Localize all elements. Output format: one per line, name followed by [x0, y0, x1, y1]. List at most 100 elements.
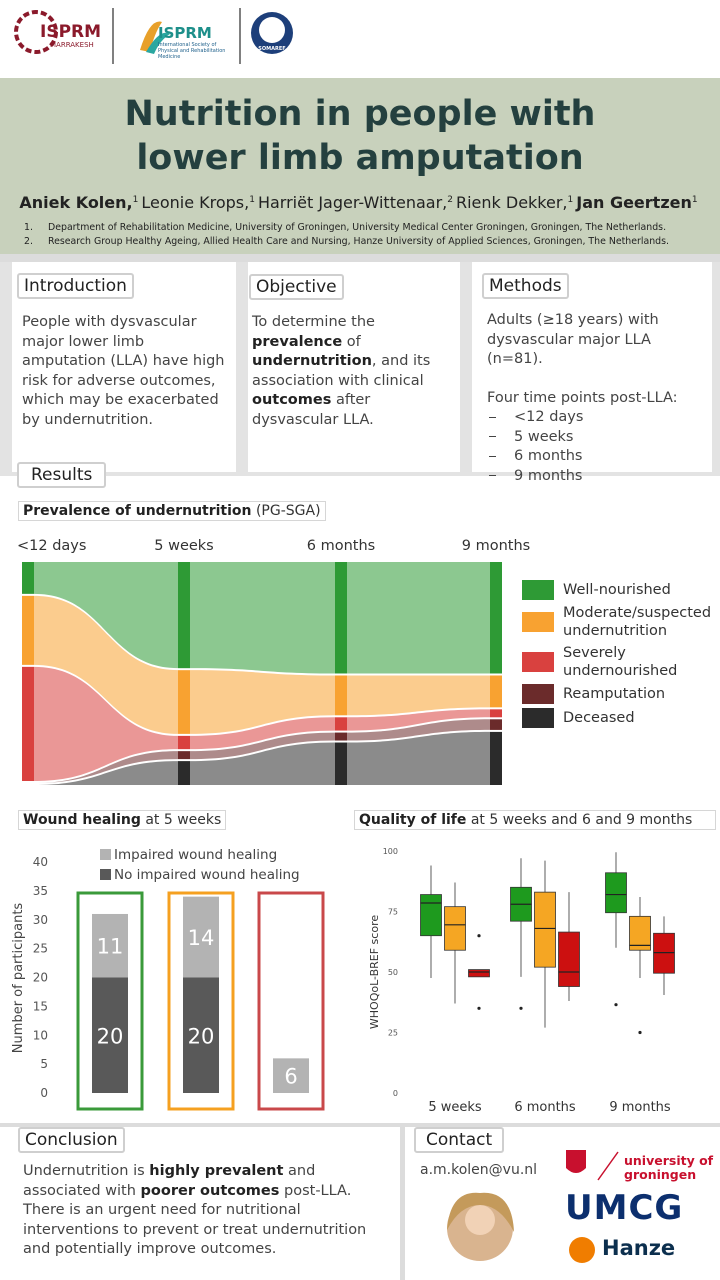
outlier: [477, 1006, 481, 1010]
author-name: Aniek Kolen,: [19, 193, 133, 212]
legend-item: Severely undernourished: [522, 644, 718, 680]
affiliation-number: 1.: [24, 222, 33, 233]
box: [468, 969, 490, 978]
sankey-flow: [34, 761, 178, 785]
group-frame: [257, 891, 325, 1111]
sankey-node: [178, 735, 190, 750]
y-tick-label: 25: [33, 942, 48, 956]
methods-text: Adults (≥18 years) with dysvascular majo…: [487, 311, 709, 486]
separator: [236, 262, 248, 472]
author-name: Leonie Krops,: [141, 193, 250, 212]
sankey-flow: [34, 595, 178, 734]
box: [629, 915, 651, 951]
legend-swatch: [100, 849, 111, 860]
text-segment: undernutrition: [252, 353, 372, 369]
sankey-node: [490, 562, 502, 674]
methods-item: 9 months: [487, 467, 709, 487]
outlier: [477, 934, 481, 938]
sankey-flow: [347, 675, 490, 716]
sankey-node: [490, 709, 502, 718]
stage-label: 5 weeks: [154, 538, 214, 554]
section-heading: Results: [17, 462, 107, 488]
legend-swatch: [522, 652, 554, 672]
data-label: 20: [97, 1024, 124, 1048]
y-tick-label: 100: [383, 847, 398, 856]
outlier: [638, 1030, 642, 1035]
y-tick-label: 30: [33, 913, 48, 927]
text-segment: Prevalence of undernutrition: [23, 503, 252, 519]
sankey-flow: [34, 666, 178, 781]
box: [558, 931, 580, 987]
sankey-node: [490, 719, 502, 730]
sankey-node: [178, 751, 190, 760]
author-affiliation: 1: [132, 194, 139, 205]
text-segment: (PG-SGA): [251, 503, 321, 519]
sankey-node: [335, 562, 347, 674]
y-tick-label: 20: [33, 971, 48, 985]
sankey-node: [22, 562, 34, 594]
legend-item: Deceased: [522, 708, 718, 728]
logo-text: ISPRM: [40, 22, 102, 42]
sankey-node: [490, 731, 502, 785]
methods-item-text: 6 months: [514, 448, 583, 464]
section-heading: Methods: [482, 273, 569, 299]
sankey-flow: [347, 562, 490, 674]
text-segment: Wound healing: [23, 812, 141, 828]
methods-item: 5 weeks: [487, 428, 709, 448]
x-tick-label: 9 months: [609, 1100, 671, 1115]
sankey-node: [335, 717, 347, 731]
text-segment: highly prevalent: [149, 1163, 284, 1179]
section-heading: Conclusion: [18, 1127, 125, 1153]
author-name: Jan Geertzen: [576, 193, 692, 212]
outlier: [519, 1006, 523, 1010]
box: [444, 906, 466, 951]
methods-item-text: 9 months: [514, 467, 583, 484]
contact-email: a.m.kolen@vu.nl: [420, 1162, 538, 1178]
poster-title: Nutrition in people with lower limb ampu…: [124, 94, 596, 178]
legend-label: Well-nourished: [563, 582, 671, 598]
data-label: 6: [284, 1065, 297, 1089]
chart-title: Quality of life at 5 weeks and 6 and 9 m…: [354, 810, 716, 830]
logo-text: SOMAREF: [258, 46, 286, 52]
text-segment: prevalence: [252, 333, 343, 350]
group-frame: [76, 891, 144, 1111]
sankey-flow: [347, 709, 490, 731]
data-label: 11: [97, 935, 124, 959]
bar-segment: [92, 977, 128, 1093]
logo-emblem: [140, 21, 162, 52]
sankey-flow: [347, 731, 490, 785]
legend-label: Impaired wound healing: [114, 847, 277, 863]
y-axis-label: WHOQoL-BREF score: [368, 915, 381, 1029]
sankey-node: [178, 761, 190, 785]
author-affiliation: 1: [691, 194, 698, 205]
text-segment: outcomes: [252, 392, 332, 408]
text-segment: , and its association with clinical: [252, 353, 431, 389]
sankey-flow: [347, 719, 490, 741]
sankey-flow: [34, 562, 178, 669]
legend-item: Reamputation: [522, 684, 718, 704]
box: [653, 932, 675, 974]
separator: [460, 262, 472, 472]
legend-item: Well-nourished: [522, 580, 718, 600]
methods-subheading: Four time points post-LLA:: [487, 389, 678, 406]
sankey-flow: [190, 670, 335, 734]
data-label: 14: [188, 926, 215, 950]
separator: [0, 472, 720, 476]
bullet: [489, 416, 496, 418]
separator: [712, 262, 720, 472]
stage-label: 6 months: [307, 538, 375, 554]
methods-item-text: 5 weeks: [514, 428, 574, 445]
legend-swatch: [100, 869, 111, 880]
box: [420, 894, 442, 937]
y-tick-label: 35: [33, 884, 48, 898]
affiliation-text: Research Group Healthy Ageing, Allied He…: [48, 236, 669, 247]
bullet: [489, 455, 496, 457]
sankey-flow: [190, 562, 335, 674]
methods-text: Adults (≥18 years) with dysvascular majo…: [487, 312, 659, 367]
y-tick-label: 5: [40, 1057, 48, 1071]
logo-text: Hanze: [602, 1236, 676, 1260]
bar-segment: [92, 913, 128, 978]
outlier: [614, 1003, 618, 1007]
affiliations: 1. Department of Rehabilitation Medicine,…: [24, 221, 714, 249]
